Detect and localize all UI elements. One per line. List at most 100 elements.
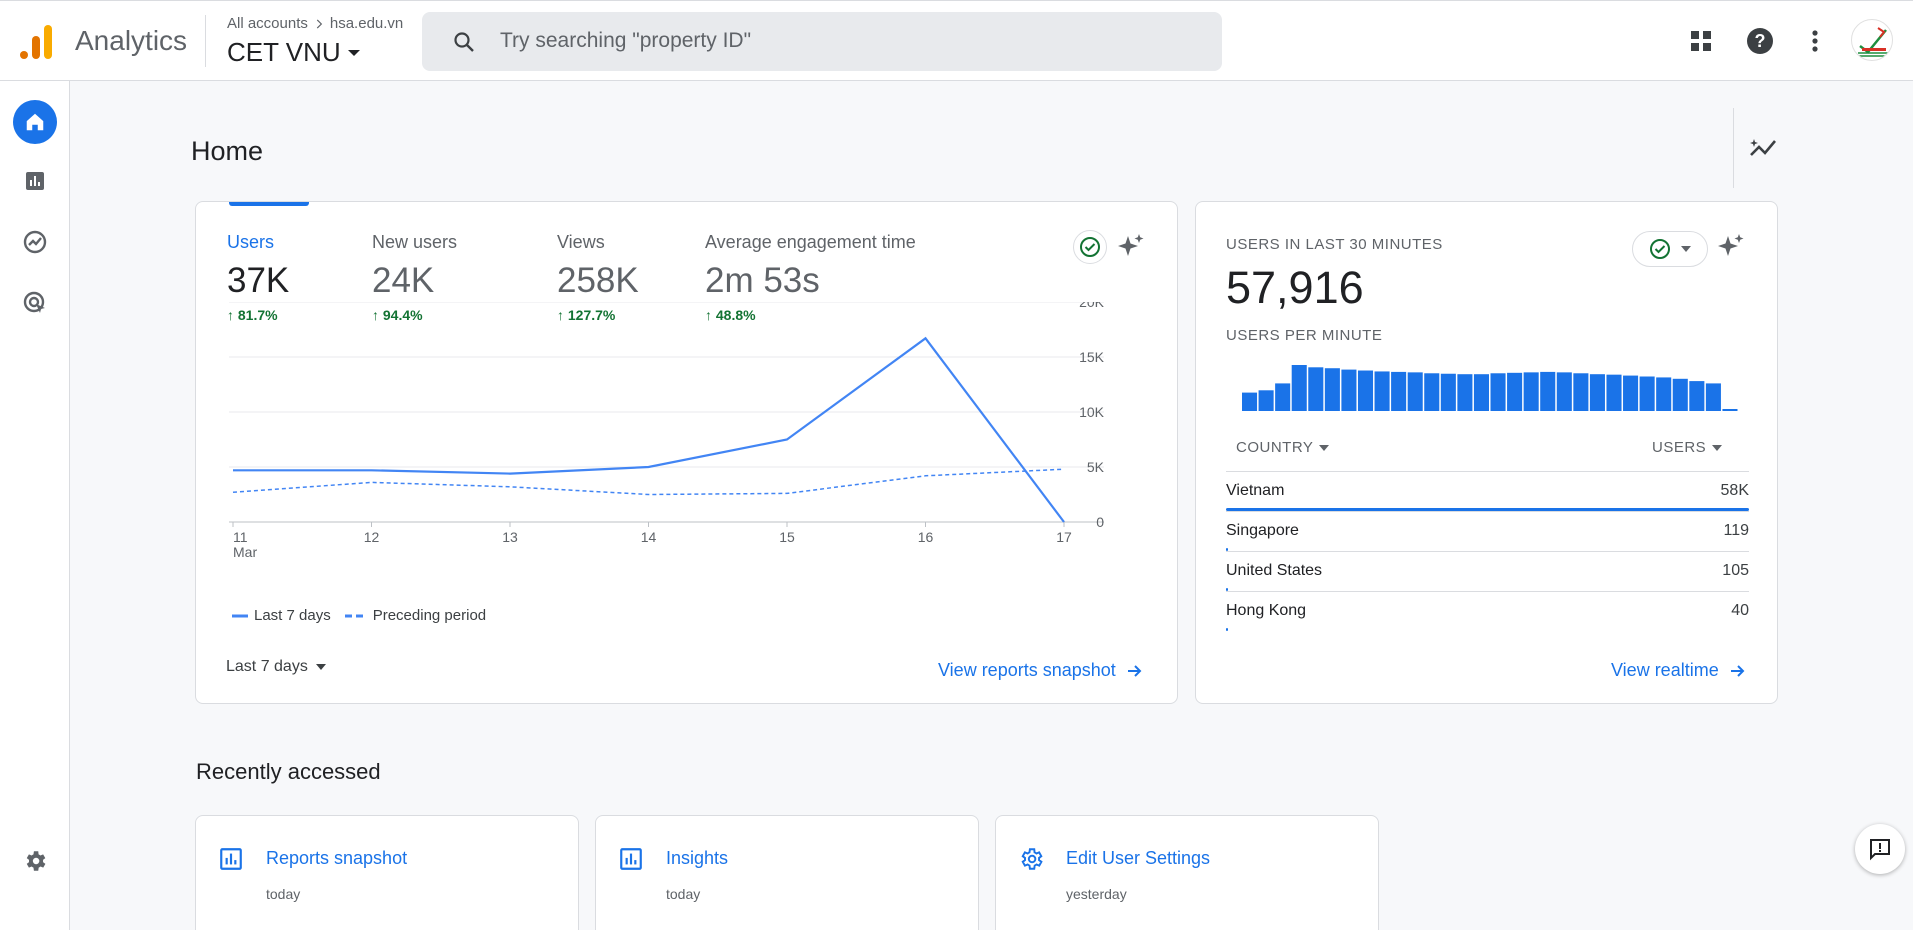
minute-bar [1573,373,1589,411]
date-range-selector[interactable]: Last 7 days [226,658,326,676]
minute-bar [1639,376,1655,411]
dropdown-arrow-icon [347,49,360,56]
table-row[interactable]: Hong Kong 40 [1226,591,1749,631]
search-box[interactable] [422,12,1222,71]
metric-views[interactable]: Views 258K ↑ 127.7% [557,232,639,323]
account-name: CET VNU [227,37,341,67]
sidebar-item-advertising[interactable] [13,281,57,325]
data-quality-indicator[interactable] [1073,230,1107,264]
legend-item: Preceding period [344,607,487,624]
legend-label: Preceding period [372,607,487,624]
settings-icon [1021,848,1043,870]
sidebar-item-home[interactable] [13,100,57,144]
minute-bar [1424,373,1440,411]
metric-value: 24K [372,261,435,300]
dropdown-arrow-icon [1712,444,1723,451]
sidebar-item-explore[interactable] [13,220,57,264]
metric-label: Views [557,232,605,252]
column-header-country[interactable]: COUNTRY [1236,439,1330,456]
account-selector[interactable]: CET VNU [227,37,361,68]
minute-bar [1589,374,1605,411]
feedback-icon [1870,839,1890,861]
y-tick-label: 15K [1079,349,1105,365]
data-quality-dropdown[interactable] [1632,231,1708,267]
help-icon[interactable]: ? [1744,25,1776,57]
svg-text:?: ? [1755,31,1766,51]
check-circle-icon [1080,237,1100,257]
minute-bar [1275,383,1291,411]
sidebar-item-admin[interactable] [13,839,57,883]
table-row[interactable]: Vietnam 58K [1226,471,1749,511]
metric-label: Users [227,232,275,252]
share-bar [1226,508,1749,511]
minute-bar [1308,367,1324,411]
user-count: 119 [1723,522,1749,539]
solid-line-swatch [232,614,248,617]
breadcrumb[interactable]: All accounts hsa.edu.vn [227,15,403,32]
x-tick-label: 12 [364,529,380,545]
sparkle-icon[interactable] [1716,232,1746,262]
top-app-bar: Analytics All accounts hsa.edu.vn CET VN… [0,0,1913,81]
app-name: Analytics [75,25,188,56]
dropdown-arrow-icon [315,664,326,670]
home-icon [26,113,44,131]
dashed-line-swatch [344,614,367,617]
x-tick-label: 16 [918,529,934,545]
y-tick-label: 20K [1079,302,1105,310]
view-reports-snapshot-link[interactable]: View reports snapshot [938,660,1142,681]
dropdown-arrow-icon [1319,444,1330,451]
country-name: Singapore [1226,522,1299,539]
minute-bar [1258,390,1274,411]
minute-bar [1507,372,1523,411]
column-header-users[interactable]: USERS [1652,439,1723,456]
share-bar [1226,588,1229,591]
sidebar-item-reports[interactable] [13,159,57,203]
arrow-up-icon: ↑ [372,307,379,323]
x-tick-label: 13 [502,529,518,545]
link-label: View reports snapshot [938,660,1116,680]
recent-item-reports-snapshot[interactable]: Reports snapshot today [195,815,579,930]
search-icon [454,32,474,52]
insights-icon[interactable] [1748,133,1778,163]
metric-change: ↑ 127.7% [557,307,616,323]
recently-accessed-title: Recently accessed [196,759,381,784]
table-row[interactable]: United States 105 [1226,551,1749,591]
more-vert-icon[interactable] [1799,25,1831,57]
table-row[interactable]: Singapore 119 [1226,511,1749,551]
x-tick-label: 11 [233,529,248,545]
arrow-up-icon: ↑ [557,307,564,323]
recent-item-insights[interactable]: Insights today [595,815,979,930]
breadcrumb-child[interactable]: hsa.edu.vn [329,15,404,32]
sidebar-nav [0,81,70,930]
realtime-card: USERS IN LAST 30 MINUTES 57,916 USERS PE… [1195,201,1778,704]
recent-item-edit-user-settings[interactable]: Edit User Settings yesterday [995,815,1379,930]
realtime-value: 57,916 [1226,262,1364,313]
search-input[interactable] [500,24,1190,58]
metric-engagement-time[interactable]: Average engagement time 2m 53s ↑ 48.8% [705,232,916,323]
dropdown-arrow-icon [1681,246,1691,252]
avatar[interactable] [1851,19,1893,61]
view-realtime-link[interactable]: View realtime [1611,660,1745,681]
breadcrumb-root[interactable]: All accounts [227,15,308,32]
analytics-logo-icon[interactable] [18,23,54,59]
sparkle-icon[interactable] [1116,232,1146,262]
metric-new-users[interactable]: New users 24K ↑ 94.4% [372,232,457,323]
metric-change: ↑ 94.4% [372,307,423,323]
reports-icon [220,848,242,870]
x-tick-label: 15 [779,529,795,545]
recent-item-title: Edit User Settings [1066,848,1211,868]
chevron-right-icon [316,19,323,28]
minute-bar [1490,373,1506,411]
page-title: Home [191,136,264,166]
arrow-up-icon: ↑ [227,307,234,323]
feedback-button[interactable] [1855,824,1905,874]
line-chart: 20K 15K 10K 5K 0 11 12 13 14 15 16 17 Mar [229,302,1105,560]
share-bar [1226,628,1228,631]
reports-icon [26,172,44,190]
arrow-up-icon: ↑ [705,307,712,323]
y-tick-label: 10K [1079,404,1105,420]
metric-users[interactable]: Users 37K ↑ 81.7% [227,232,289,323]
user-count: 40 [1731,602,1749,619]
minute-bar [1242,392,1258,411]
apps-grid-icon[interactable] [1685,25,1717,57]
